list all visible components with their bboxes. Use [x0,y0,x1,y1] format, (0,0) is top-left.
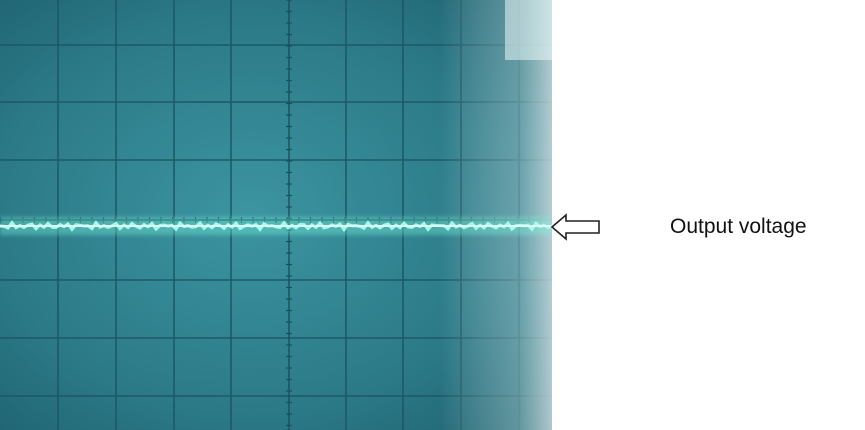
output-voltage-label: Output voltage [670,215,807,238]
output-voltage-trace [0,217,552,235]
screen-glare [440,0,552,430]
left-outline-arrow-icon [550,212,602,242]
oscilloscope-screen-photo [0,0,552,430]
screen-glare-top [505,0,552,60]
oscilloscope-screen [0,0,552,430]
